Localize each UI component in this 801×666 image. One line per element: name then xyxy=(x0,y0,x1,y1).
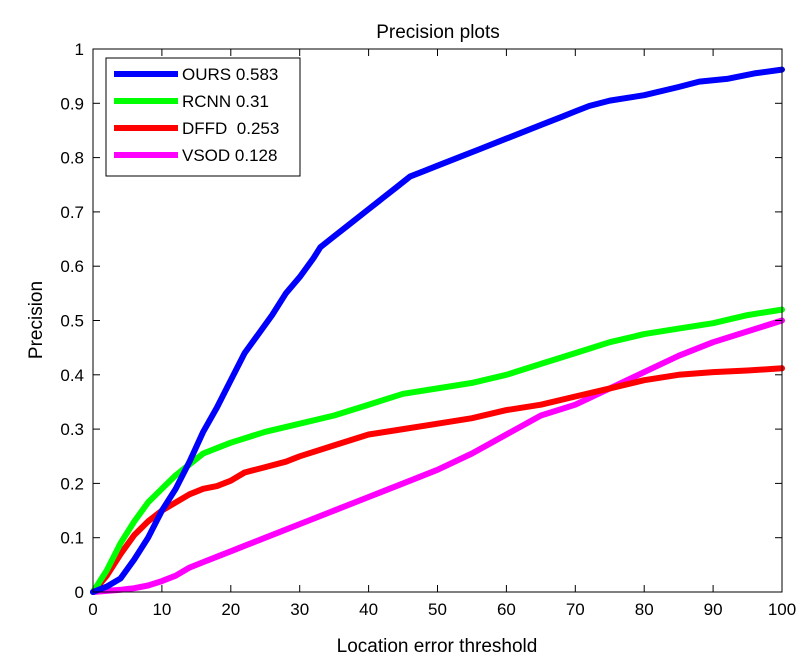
legend: OURS 0.583 RCNN 0.31 DFFD 0.253 VSOD 0.128 xyxy=(105,57,301,177)
x-tick-label: 70 xyxy=(566,600,585,619)
y-tick-label: 0.1 xyxy=(60,529,84,548)
series-line-0 xyxy=(90,66,785,595)
x-tick-label: 0 xyxy=(88,600,97,619)
x-tick-label: 50 xyxy=(428,600,447,619)
y-tick-label: 0 xyxy=(75,583,84,602)
y-tick-label: 0.4 xyxy=(60,366,84,385)
x-tick-label: 100 xyxy=(768,600,796,619)
chart-title: Precision plots xyxy=(376,22,500,43)
series-line-1 xyxy=(90,306,785,595)
y-tick-label: 1 xyxy=(75,40,84,59)
y-tick-label: 0.3 xyxy=(60,420,84,439)
y-tick-label: 0.2 xyxy=(60,474,84,493)
plot-area xyxy=(90,66,785,595)
y-tick-label: 0.6 xyxy=(60,257,84,276)
x-tick-label: 80 xyxy=(635,600,654,619)
axes-frame xyxy=(92,48,783,593)
x-tick-label: 90 xyxy=(704,600,723,619)
legend-label-1: RCNN 0.31 xyxy=(182,92,269,111)
x-tick-label: 10 xyxy=(152,600,171,619)
x-tick-label: 60 xyxy=(497,600,516,619)
legend-label-3: VSOD 0.128 xyxy=(182,146,277,165)
x-axis-label: Location error threshold xyxy=(337,636,538,657)
y-tick-label: 0.7 xyxy=(60,203,84,222)
legend-label-2: DFFD 0.253 xyxy=(182,119,279,138)
legend-label-0: OURS 0.583 xyxy=(182,65,278,84)
x-tick-label: 30 xyxy=(290,600,309,619)
y-tick-label: 0.5 xyxy=(60,312,84,331)
x-tick-label: 40 xyxy=(359,600,378,619)
y-tick-label: 0.9 xyxy=(60,94,84,113)
y-axis-label: Precision xyxy=(26,281,47,359)
axis-ticks: 0 10 20 30 40 50 60 70 80 90 100 0 0.1 0.2 0.3 0.4 0.5 0.… xyxy=(60,40,796,619)
y-tick-label: 0.8 xyxy=(60,149,84,168)
x-tick-label: 20 xyxy=(221,600,240,619)
